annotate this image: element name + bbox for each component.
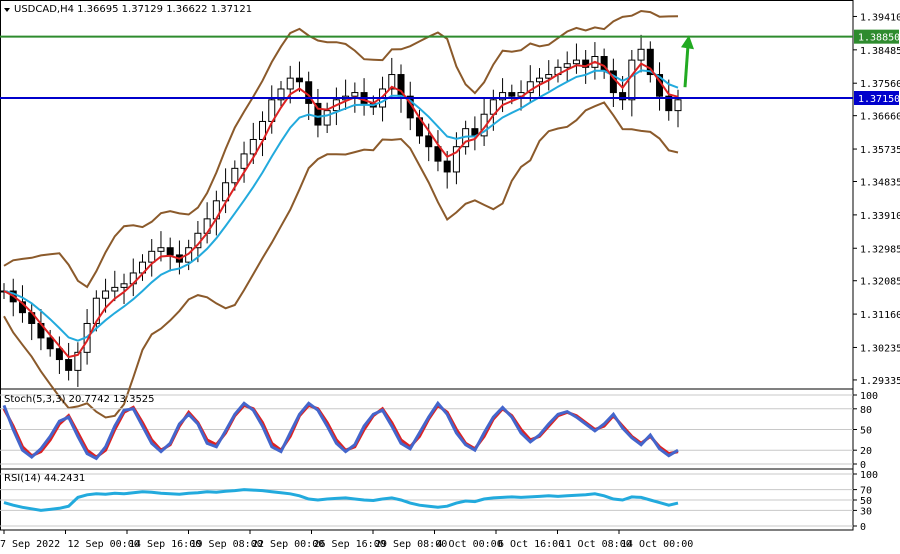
candle-body <box>646 48 654 76</box>
candle-body <box>120 283 128 288</box>
triangle-down-icon[interactable] <box>4 8 10 12</box>
candle-body <box>637 48 645 61</box>
rsi-series-line <box>3 488 679 512</box>
rsi-title: RSI(14) 44.2431 <box>4 473 85 484</box>
stoch-level-label: 50 <box>860 426 872 437</box>
candle-body <box>102 290 110 299</box>
candle-body <box>674 99 682 112</box>
price-level-label: 1.38850 <box>858 33 900 44</box>
candle-body <box>295 77 303 83</box>
time-tick-label: 22 Sep 00:00 <box>252 539 324 550</box>
price-tick-label: 1.35735 <box>860 145 900 156</box>
price-level-box <box>854 29 899 44</box>
price-tick-label: 1.36660 <box>860 112 900 123</box>
candle-body <box>46 337 54 350</box>
candle-body <box>628 59 636 101</box>
lower-band-line <box>3 101 679 419</box>
candle-body <box>55 348 63 361</box>
candle-body <box>74 351 82 371</box>
candle-body <box>351 92 359 97</box>
trend-arrow-shaft <box>683 45 690 88</box>
price-level-label: 1.37150 <box>858 94 900 105</box>
time-tick-label: 14 Oct 00:00 <box>621 539 693 550</box>
chart-header: USDCAD,H4 1.36695 1.37129 1.36622 1.3712… <box>14 4 252 15</box>
price-tick-label: 1.37560 <box>860 79 900 90</box>
stoch-series-line <box>2 400 679 461</box>
candle-body <box>563 63 571 68</box>
rsi-level-label: 70 <box>860 486 872 497</box>
candle-body <box>536 77 544 83</box>
rsi-level-label: 0 <box>860 522 866 533</box>
price-tick-label: 1.33910 <box>860 211 900 222</box>
time-tick-label: 26 Sep 16:00 <box>314 539 386 550</box>
candle-body <box>314 102 322 126</box>
candle-body <box>665 95 673 112</box>
time-tick-label: 6 Oct 16:00 <box>498 539 564 550</box>
rsi-level-label: 100 <box>860 470 878 481</box>
price-tick-label: 1.39410 <box>860 12 900 23</box>
slow-ma-line <box>3 69 679 342</box>
trend-arrow-head <box>681 35 694 50</box>
candle-body <box>148 250 156 263</box>
candle-body <box>157 247 165 252</box>
candle-body <box>231 167 239 184</box>
candle-body <box>111 286 119 292</box>
candle-body <box>452 146 460 173</box>
stoch-title: Stoch(5,3,3) 20.7742 13.3525 <box>4 394 155 405</box>
stoch-level-label: 0 <box>860 460 866 471</box>
time-tick-label: 14 Sep 16:00 <box>129 539 201 550</box>
rsi-level-label: 30 <box>860 506 872 517</box>
price-tick-label: 1.32985 <box>860 244 900 255</box>
candle-body <box>619 92 627 101</box>
candle-body <box>249 138 257 155</box>
candle-body <box>425 135 433 148</box>
candle-body <box>526 81 534 94</box>
time-tick-label: 12 Sep 00:00 <box>68 539 140 550</box>
price-tick-label: 1.29335 <box>860 376 900 387</box>
time-tick-label: 7 Sep 2022 <box>0 539 60 550</box>
candle-body <box>572 59 580 65</box>
candle-body <box>388 74 396 90</box>
time-tick-label: 11 Oct 08:00 <box>560 539 632 550</box>
stoch-level-label: 80 <box>860 405 872 416</box>
candle-body <box>443 160 451 173</box>
rsi-level-label: 50 <box>860 496 872 507</box>
candle-body <box>545 74 553 79</box>
candle-body <box>286 77 294 90</box>
price-tick-label: 1.31160 <box>860 310 900 321</box>
time-tick-label: 4 Oct 00:00 <box>437 539 503 550</box>
candle-body <box>240 153 248 169</box>
price-tick-label: 1.30235 <box>860 343 900 354</box>
stoch-level-label: 20 <box>860 446 872 457</box>
price-level-box <box>854 90 899 105</box>
upper-band-line <box>3 9 679 289</box>
candle-body <box>323 110 331 126</box>
fast-ma-line <box>3 60 679 359</box>
candle-body <box>65 359 73 371</box>
price-tick-label: 1.38485 <box>860 46 900 57</box>
candle-body <box>166 247 174 256</box>
time-tick-label: 29 Sep 08:00 <box>375 539 447 550</box>
candle-body <box>508 92 516 97</box>
candle-body <box>499 92 507 101</box>
candle-body <box>434 146 442 162</box>
candle-body <box>277 88 285 101</box>
stoch-level-label: 100 <box>860 391 878 402</box>
time-tick-label: 19 Sep 08:00 <box>191 539 263 550</box>
price-tick-label: 1.34835 <box>860 178 900 189</box>
price-tick-label: 1.32085 <box>860 277 900 288</box>
